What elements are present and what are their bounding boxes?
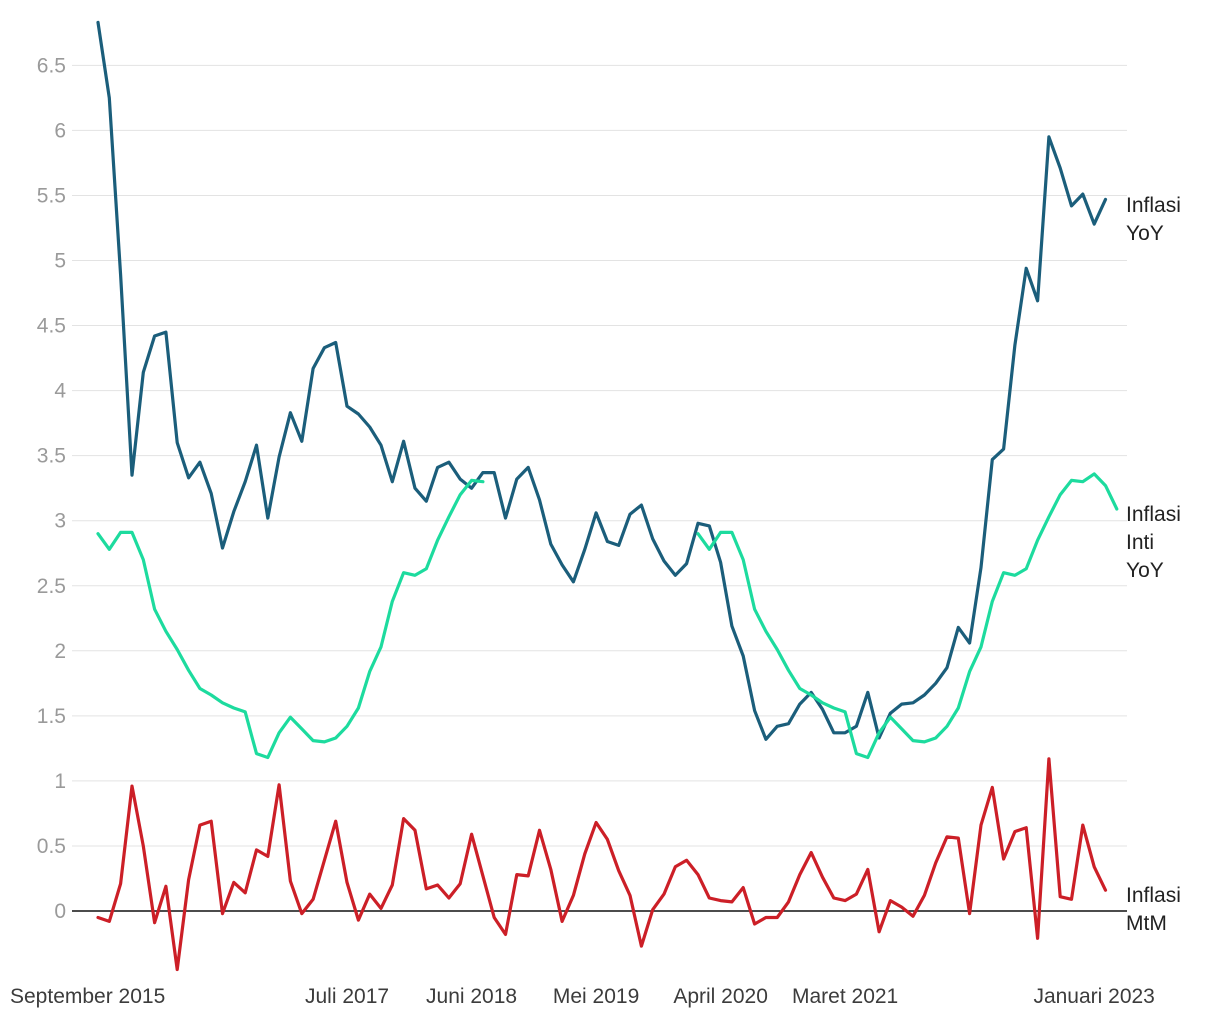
y-tick-label: 1.5 [37, 705, 66, 728]
y-tick-label: 2 [54, 640, 66, 663]
series-line-core [696, 472, 1119, 760]
y-tick-label: 4 [54, 380, 66, 403]
series-yoy [96, 20, 1108, 741]
y-tick-label: 3 [54, 510, 66, 533]
series-line-core [96, 478, 485, 760]
series-mtm [96, 757, 1108, 972]
gridlines [72, 64, 1127, 912]
y-axis-tick-labels: 0 0.5 1 1.5 2 2.5 3 3.5 4 4.5 5 5.5 6 6.5 [37, 54, 67, 923]
y-tick-label: 2.5 [37, 575, 66, 598]
x-tick-label: September 2015 [10, 985, 165, 1008]
y-tick-label: 0 [54, 900, 66, 923]
series-core [96, 472, 1119, 760]
x-tick-label: Juli 2017 [305, 985, 389, 1008]
series-lines [96, 20, 1119, 972]
y-tick-label: 6.5 [37, 54, 66, 77]
series-label-mtm: Inflasi MtM [1126, 884, 1181, 935]
y-tick-label: 1 [54, 770, 66, 793]
y-tick-label: 0.5 [37, 835, 66, 858]
series-label-core: Inflasi Inti YoY [1126, 503, 1181, 582]
y-tick-label: 3.5 [37, 445, 66, 468]
x-tick-label: Maret 2021 [792, 985, 898, 1008]
y-tick-label: 5.5 [37, 184, 66, 207]
y-tick-label: 5 [54, 250, 66, 273]
x-tick-label: April 2020 [673, 985, 768, 1008]
y-tick-label: 4.5 [37, 315, 66, 338]
y-tick-label: 6 [54, 119, 66, 142]
x-tick-label: Mei 2019 [553, 985, 639, 1008]
series-line-yoy [96, 20, 1108, 741]
series-end-labels: Inflasi YoY Inflasi Inti YoY Inflasi MtM [1126, 194, 1181, 935]
series-label-yoy: Inflasi YoY [1126, 194, 1181, 245]
series-line-mtm [96, 757, 1108, 972]
x-tick-label: Januari 2023 [1033, 985, 1154, 1008]
x-axis-tick-labels: September 2015 Juli 2017 Juni 2018 Mei 2019… [10, 985, 1155, 1008]
x-tick-label: Juni 2018 [426, 985, 517, 1008]
